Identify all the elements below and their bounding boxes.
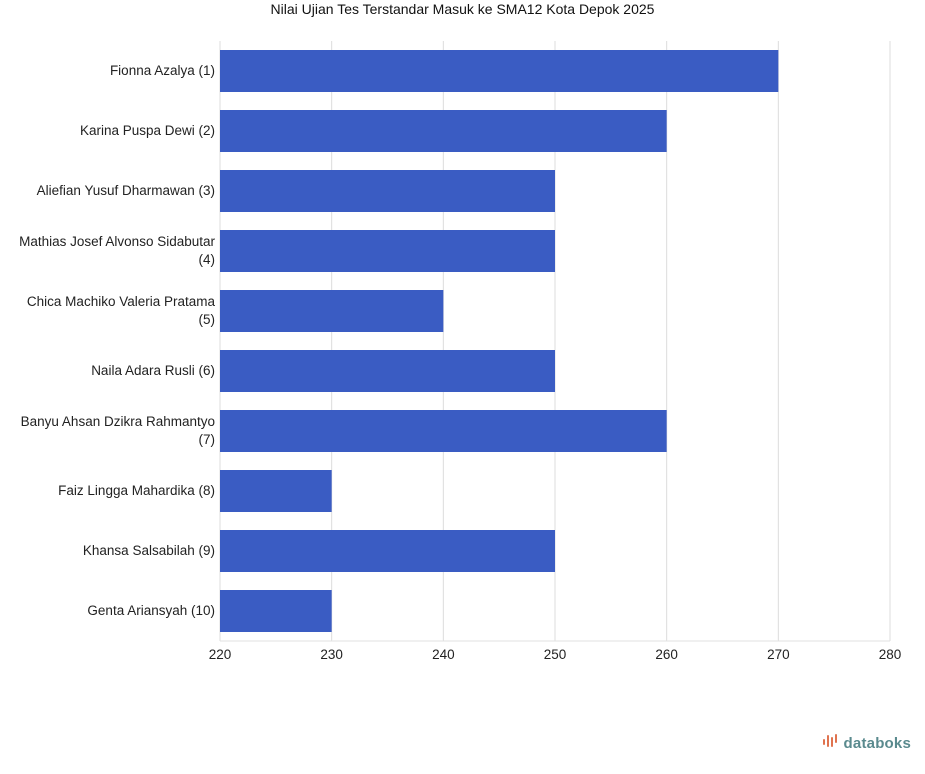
- y-category-label: Chica Machiko Valeria Pratama (5): [26, 294, 215, 327]
- y-category-label: Faiz Lingga Mahardika (8): [58, 483, 215, 498]
- bars: [220, 50, 779, 632]
- chart-title: Nilai Ujian Tes Terstandar Masuk ke SMA1…: [270, 1, 655, 17]
- bar[interactable]: [220, 590, 332, 632]
- x-tick-label: 250: [544, 647, 567, 662]
- bar[interactable]: [220, 110, 667, 152]
- databoks-logo-text: databoks: [843, 735, 911, 752]
- bar[interactable]: [220, 410, 667, 452]
- x-axis-ticks: 220 230 240 250 260 270 280: [209, 647, 902, 662]
- y-category-label: Genta Ariansyah (10): [87, 603, 215, 618]
- bar[interactable]: [220, 470, 332, 512]
- y-category-label: Fionna Azalya (1): [109, 63, 215, 78]
- databoks-bars-icon: [822, 733, 841, 754]
- databoks-logo: databoks: [822, 733, 911, 754]
- bar[interactable]: [220, 530, 555, 572]
- x-tick-label: 220: [209, 647, 232, 662]
- x-tick-label: 240: [432, 647, 455, 662]
- bar[interactable]: [220, 170, 555, 212]
- y-category-label: Khansa Salsabilah (9): [82, 543, 215, 558]
- x-tick-label: 280: [879, 647, 902, 662]
- y-category-label: Aliefian Yusuf Dharmawan (3): [36, 183, 215, 198]
- bar[interactable]: [220, 50, 779, 92]
- y-category-label: Naila Adara Rusli (6): [91, 363, 215, 378]
- y-category-label: Banyu Ahsan Dzikra Rahmantyo (7): [20, 414, 215, 447]
- y-category-label: Mathias Josef Alvonso Sidabutar (4): [19, 234, 215, 267]
- x-tick-label: 270: [767, 647, 790, 662]
- bar[interactable]: [220, 350, 555, 392]
- x-tick-label: 260: [655, 647, 678, 662]
- bar[interactable]: [220, 290, 444, 332]
- x-tick-label: 230: [320, 647, 343, 662]
- bar[interactable]: [220, 230, 555, 272]
- y-category-label: Karina Puspa Dewi (2): [79, 123, 215, 138]
